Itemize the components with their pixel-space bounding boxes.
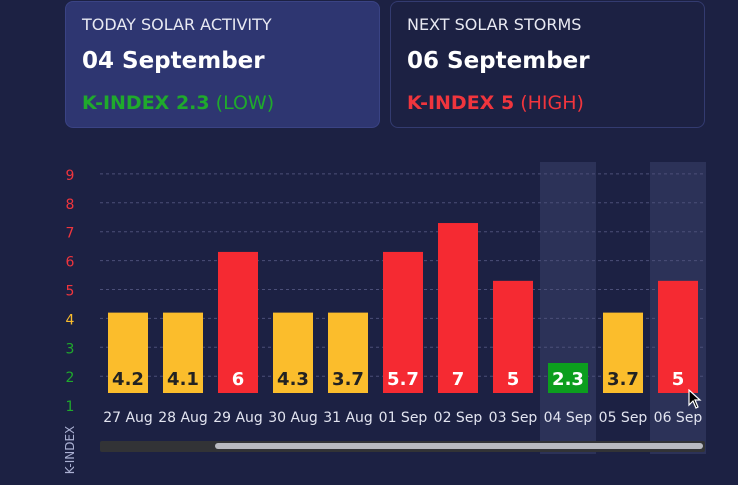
bar-value-label: 5.7 [387,369,419,390]
today-card-date: 04 September [82,48,265,74]
today-kindex-value: K-INDEX 2.3 [82,92,210,114]
x-tick-label: 30 Aug [268,410,318,426]
bar-value-label: 7 [452,369,465,390]
bar-28-aug[interactable] [163,312,203,393]
x-tick-label: 03 Sep [489,410,538,426]
bar-value-label: 4.1 [167,369,199,390]
bar-06-sep[interactable] [658,280,698,393]
y-tick-label: 5 [66,284,75,300]
mouse-cursor-icon [688,389,702,409]
x-tick-label: 01 Sep [379,410,428,426]
y-tick-label: 8 [66,197,75,213]
bar-value-label: 4.2 [112,369,144,390]
x-tick-label: 02 Sep [434,410,483,426]
x-tick-label: 29 Aug [213,410,263,426]
bar-value-label: 4.3 [277,369,309,390]
next-card-label: NEXT SOLAR STORMS [407,15,582,34]
next-solar-storms-card[interactable]: NEXT SOLAR STORMS 06 September K-INDEX 5… [390,1,705,128]
bar-27-aug[interactable] [108,312,148,393]
today-kindex-level: (LOW) [215,92,275,114]
bar-value-label: 5 [507,369,520,390]
y-tick-label: 4 [66,312,75,328]
bar-value-label: 5 [672,369,685,390]
today-card-kindex: K-INDEX 2.3 (LOW) [82,92,274,114]
bar-30-aug[interactable] [273,312,313,393]
highlight-band-8 [540,162,596,454]
x-tick-label: 27 Aug [103,410,153,426]
bar-value-label: 3.7 [332,369,364,390]
next-card-kindex: K-INDEX 5 (HIGH) [407,92,584,114]
bar-03-sep[interactable] [493,280,533,393]
bar-29-aug[interactable] [218,251,258,393]
next-card-date: 06 September [407,48,590,74]
bar-04-sep[interactable] [548,363,588,393]
y-tick-label: 2 [66,370,75,386]
x-tick-label: 31 Aug [323,410,373,426]
next-kindex-value: K-INDEX 5 [407,92,515,114]
x-tick-label: 06 Sep [654,410,703,426]
y-tick-label: 9 [66,168,75,184]
x-tick-label: 28 Aug [158,410,208,426]
next-kindex-level: (HIGH) [520,92,584,114]
y-tick-label: 7 [66,226,75,242]
y-axis-label: K-INDEX [63,426,77,475]
today-card-label: TODAY SOLAR ACTIVITY [82,15,272,34]
bar-01-sep[interactable] [383,251,423,393]
bar-02-sep[interactable] [438,223,478,393]
bar-05-sep[interactable] [603,312,643,393]
x-tick-label: 04 Sep [544,410,593,426]
bar-31-aug[interactable] [328,312,368,393]
scrollbar-thumb[interactable] [215,443,703,449]
bar-value-label: 2.3 [552,369,584,390]
y-tick-label: 6 [66,255,75,271]
bar-value-label: 6 [232,369,245,390]
y-tick-label: 1 [66,399,75,415]
x-tick-label: 05 Sep [599,410,648,426]
y-tick-label: 3 [66,341,75,357]
bar-value-label: 3.7 [607,369,639,390]
today-solar-activity-card[interactable]: TODAY SOLAR ACTIVITY 04 September K-INDE… [65,1,380,128]
chart-horizontal-scrollbar[interactable] [100,441,705,452]
